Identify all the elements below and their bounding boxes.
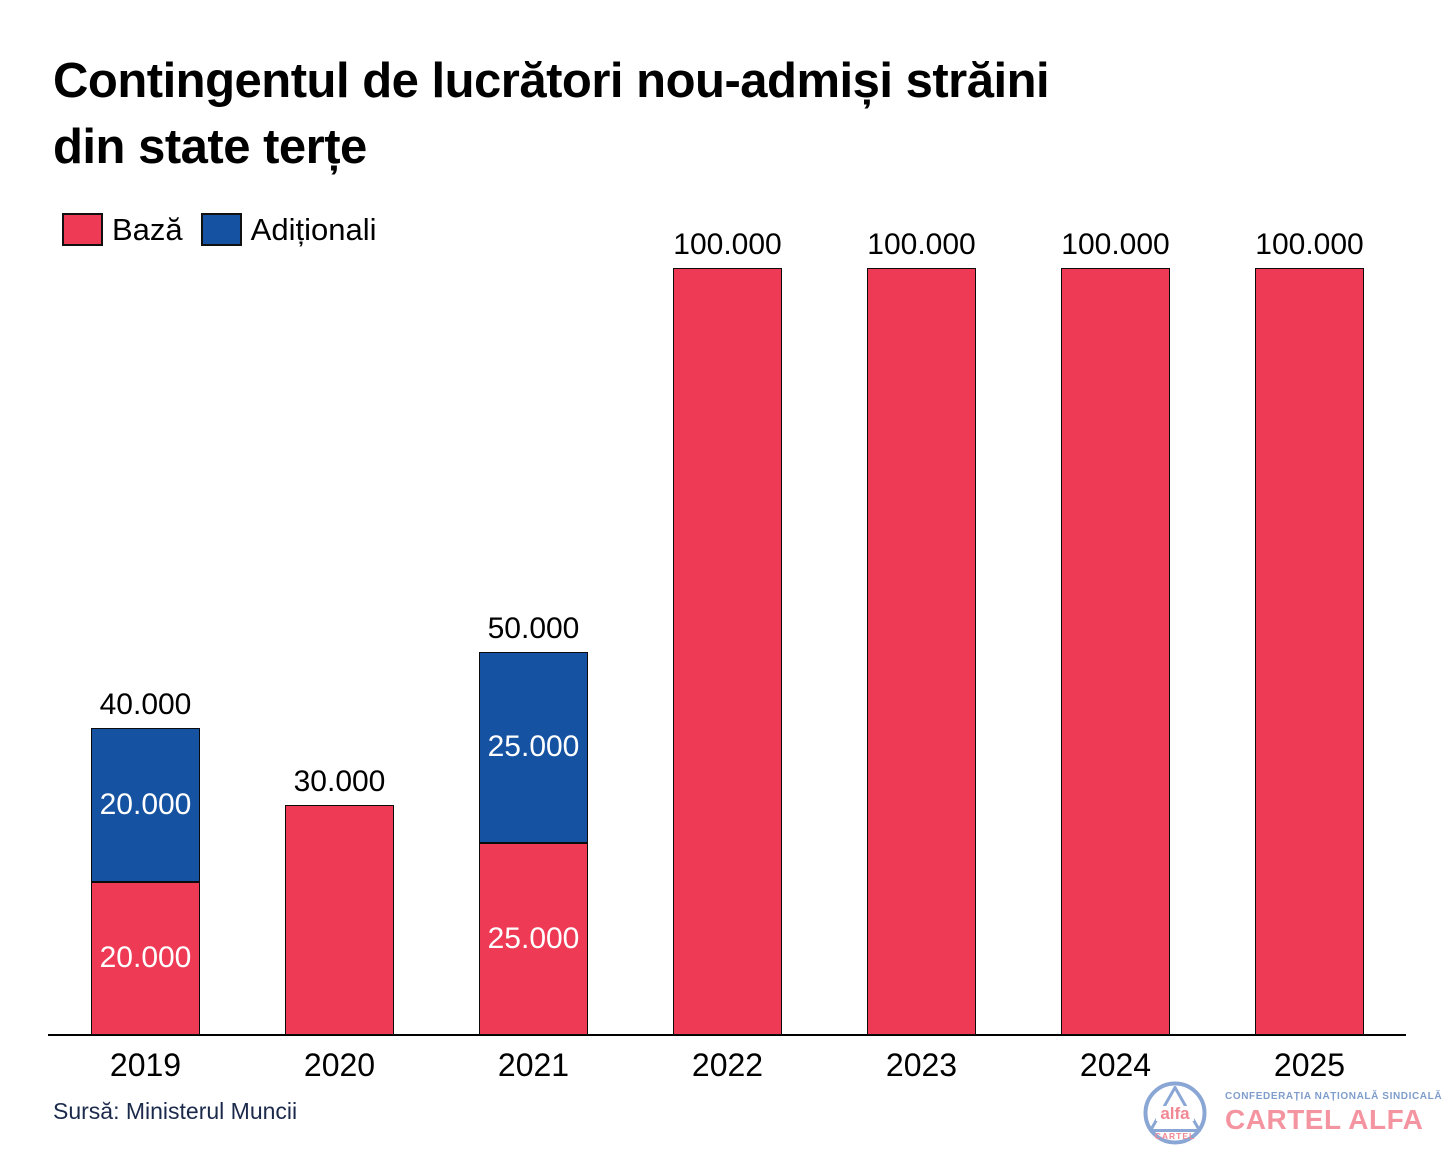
segment-value-label-2021-aditionali: 25.000 [487,730,580,764]
x-axis-line [48,1034,1406,1036]
x-axis-label-2022: 2022 [691,1047,764,1083]
logo-alfa-text: alfa [1160,1104,1190,1123]
bar-segment-2021-baza [479,843,588,1035]
logo-circle [1143,1081,1207,1145]
legend-label-baza: Bază [112,212,183,247]
legend-item-baza: Bază [62,213,183,246]
logo-text-backplate [1156,1106,1194,1121]
chart-title-line1: Contingentul de lucrători nou-admiși str… [53,54,1050,108]
legend-swatch-aditionali [200,213,242,246]
chart-title-line2: din state terțe [53,120,367,174]
cartel-alfa-logo-mark: alfa CARTEL [1143,1081,1207,1145]
bar-total-label-2025: 100.000 [1255,228,1364,261]
legend-label-aditionali: Adiționali [250,212,377,247]
source-note: Sursă: Ministerul Muncii [53,1098,298,1124]
bar-total-label-2023: 100.000 [867,228,976,261]
bar-total-label-2024: 100.000 [1061,228,1170,261]
logo-brand-line: CARTEL ALFA [1225,1104,1424,1135]
x-axis-label-2020: 2020 [303,1047,376,1083]
chart-title: Contingentul de lucrători nou-admiși str… [53,48,1393,180]
legend-item-aditionali: Adiționali [200,212,377,247]
bar-segment-2020-baza [285,804,394,1035]
cartel-alfa-logo: alfa CARTEL CONFEDERAȚIA NAȚIONALĂ SINDI… [1143,1081,1442,1145]
x-axis-label-2021: 2021 [497,1047,570,1083]
segment-value-label-2019-aditionali: 20.000 [99,787,192,821]
bar-total-label-2022: 100.000 [673,228,782,261]
logo-org-line: CONFEDERAȚIA NAȚIONALĂ SINDICALĂ [1225,1091,1443,1102]
legend-swatch-baza [62,213,103,246]
x-axis-label-2019: 2019 [109,1047,182,1083]
bar-total-label-2021: 50.000 [487,611,580,645]
chart-legend: Bază Adiționali [62,213,376,246]
bar-segment-2022-baza [673,268,782,1035]
bar-segment-2024-baza [1061,268,1170,1035]
segment-value-label-2021-baza: 25.000 [487,922,580,956]
bar-segment-2021-aditionali [479,651,588,844]
bar-total-label-2019: 40.000 [99,688,192,722]
logo-text-block: CONFEDERAȚIA NAȚIONALĂ SINDICALĂ CARTEL … [1225,1081,1442,1136]
bar-segment-2025-baza [1255,268,1364,1035]
x-axis-label-2024: 2024 [1079,1047,1152,1083]
x-axis-label-2023: 2023 [885,1047,958,1083]
segment-value-label-2019-baza: 20.000 [99,941,192,975]
x-axis-label-2025: 2025 [1273,1047,1346,1083]
bar-segment-2019-aditionali [91,728,200,882]
bar-segment-2023-baza [867,268,976,1035]
bar-total-label-2020: 30.000 [293,764,386,798]
logo-cartel-text: CARTEL [1155,1131,1195,1141]
bar-segment-2019-baza [91,881,200,1035]
